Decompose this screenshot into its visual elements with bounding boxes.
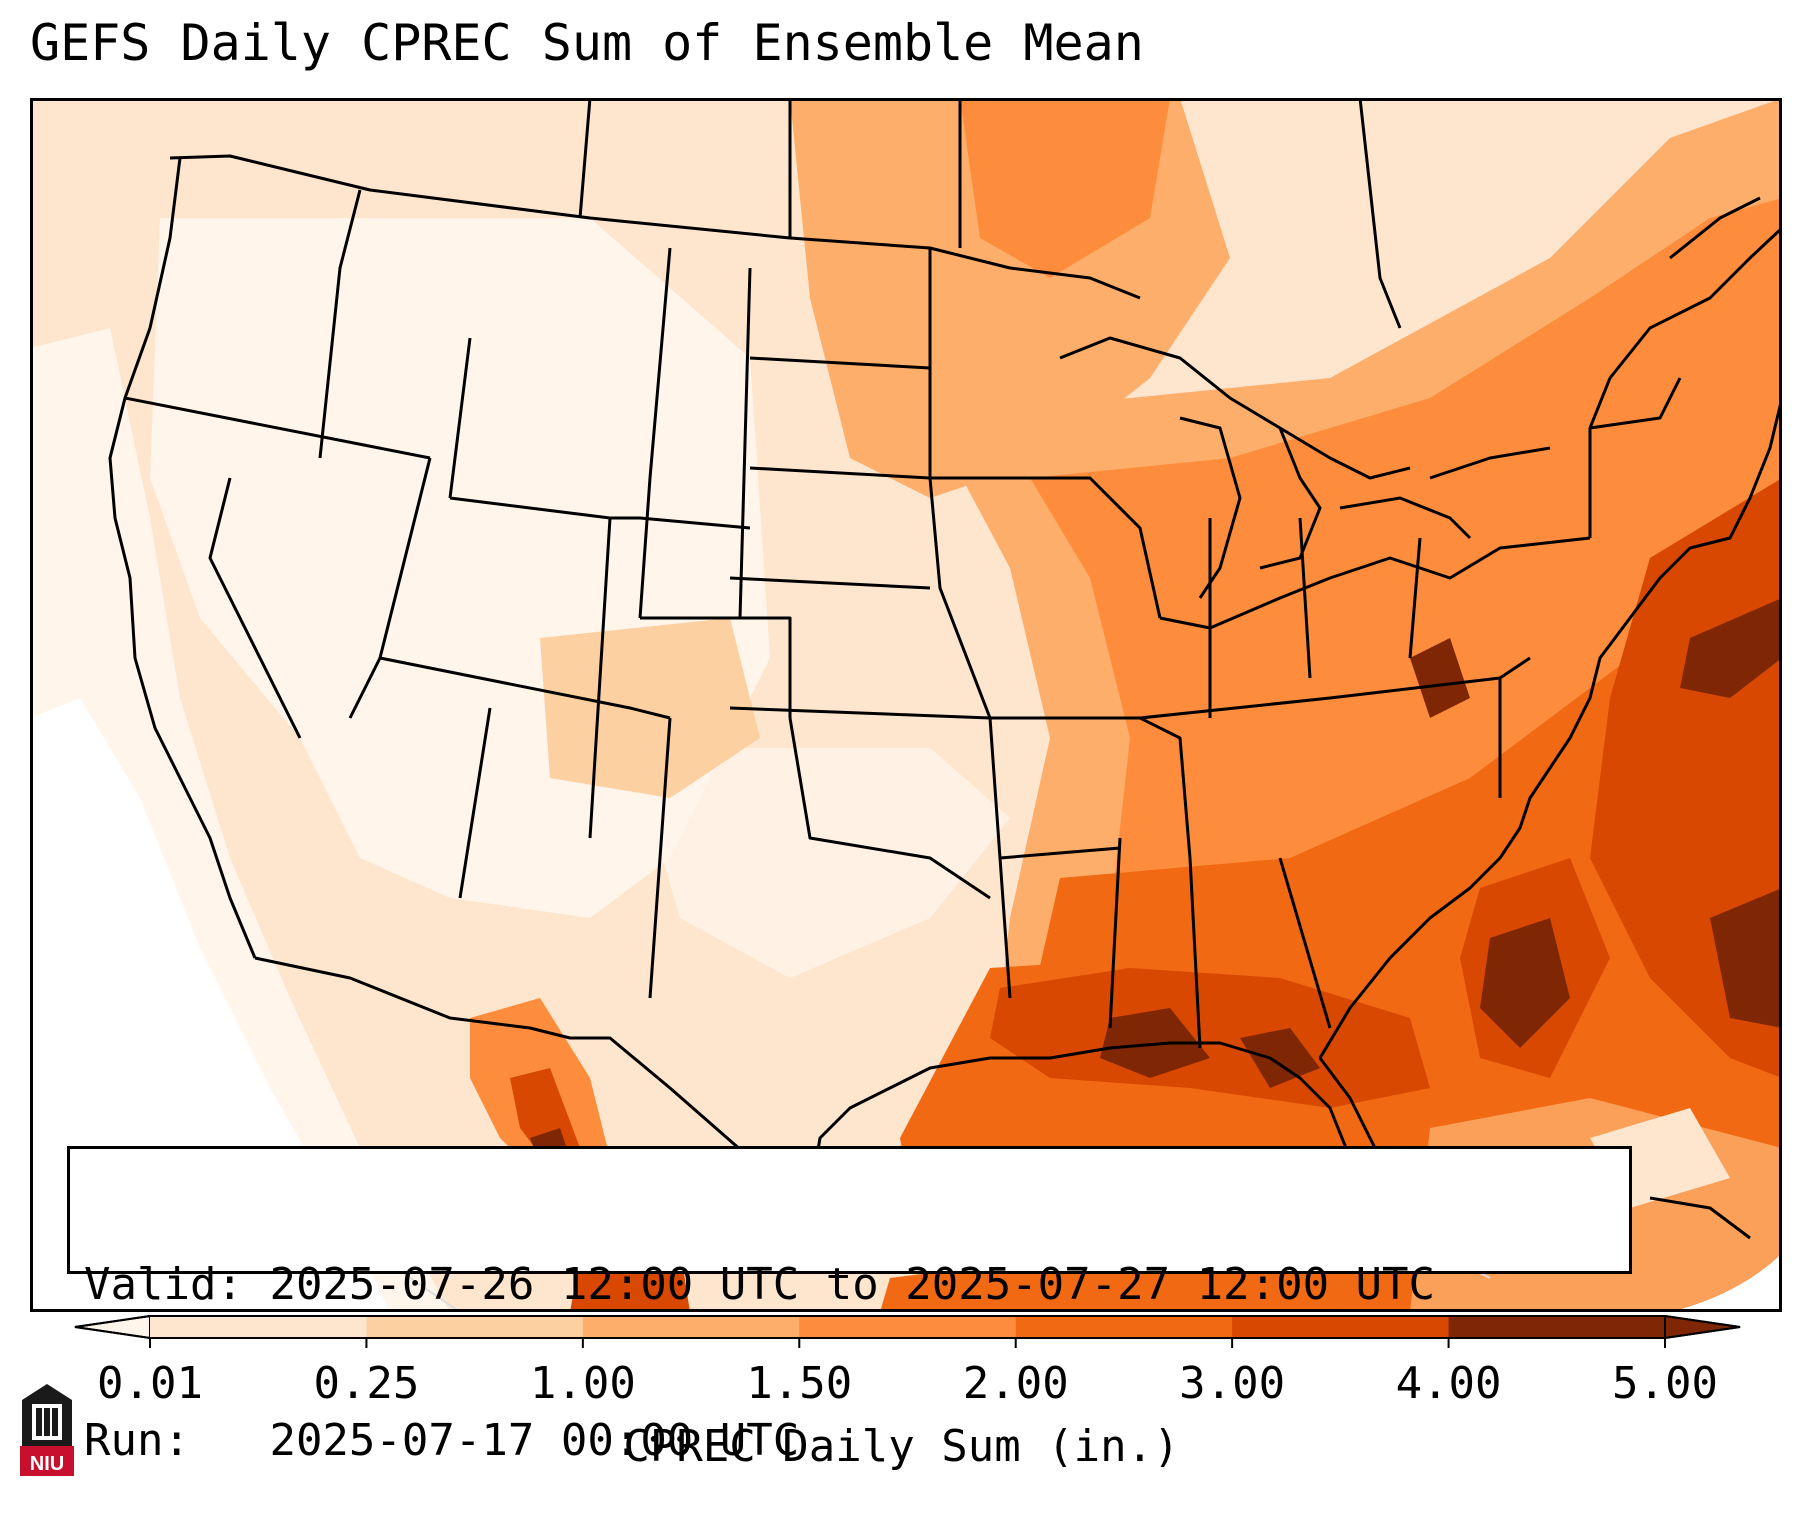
colorbar-segment (1448, 1316, 1666, 1338)
precipitation-map (30, 98, 1782, 1312)
colorbar-extend-low (74, 1314, 151, 1340)
valid-run-info-box: Valid: 2025-07-26 12:00 UTC to 2025-07-2… (67, 1146, 1632, 1466)
colorbar-segment (150, 1316, 367, 1338)
colorbar-segment (799, 1316, 1017, 1338)
colorbar-tick-label: 3.00 (1179, 1358, 1286, 1409)
colorbar-tick-label: 4.00 (1395, 1358, 1502, 1409)
map-panel (30, 98, 1782, 1312)
niu-logo-band (20, 1446, 74, 1476)
colorbar-segment (1232, 1316, 1450, 1338)
colorbar-segment (366, 1316, 584, 1338)
run-label: Run: (84, 1415, 190, 1466)
run-line: Run: 2025-07-17 00:00 UTC (84, 1415, 1629, 1467)
colorbar-segment (1015, 1316, 1233, 1338)
colorbar-tick-label: 1.00 (529, 1358, 636, 1409)
colorbar-extend-high (1664, 1314, 1741, 1340)
run-text: 2025-07-17 00:00 UTC (269, 1415, 800, 1466)
colorbar-tick-label: 1.50 (746, 1358, 853, 1409)
niu-logo: NIU (20, 1384, 74, 1476)
valid-line: Valid: 2025-07-26 12:00 UTC to 2025-07-2… (84, 1259, 1629, 1311)
colorbar-label: CPREC Daily Sum (in.) (623, 1421, 1180, 1472)
colorbar-tick-label: 2.00 (962, 1358, 1069, 1409)
colorbar-tick-label: 0.01 (97, 1358, 203, 1409)
colorbar (74, 1314, 1741, 1348)
colorbar-tick-label: 5.00 (1612, 1358, 1718, 1409)
chart-title: GEFS Daily CPREC Sum of Ensemble Mean (30, 14, 1144, 72)
niu-logo-text: NIU (30, 1453, 64, 1475)
valid-label: Valid: (84, 1259, 243, 1310)
valid-text: 2025-07-26 12:00 UTC to 2025-07-27 12:00… (269, 1259, 1436, 1310)
colorbar-tick-label: 0.25 (313, 1358, 420, 1409)
colorbar-segment (582, 1316, 800, 1338)
